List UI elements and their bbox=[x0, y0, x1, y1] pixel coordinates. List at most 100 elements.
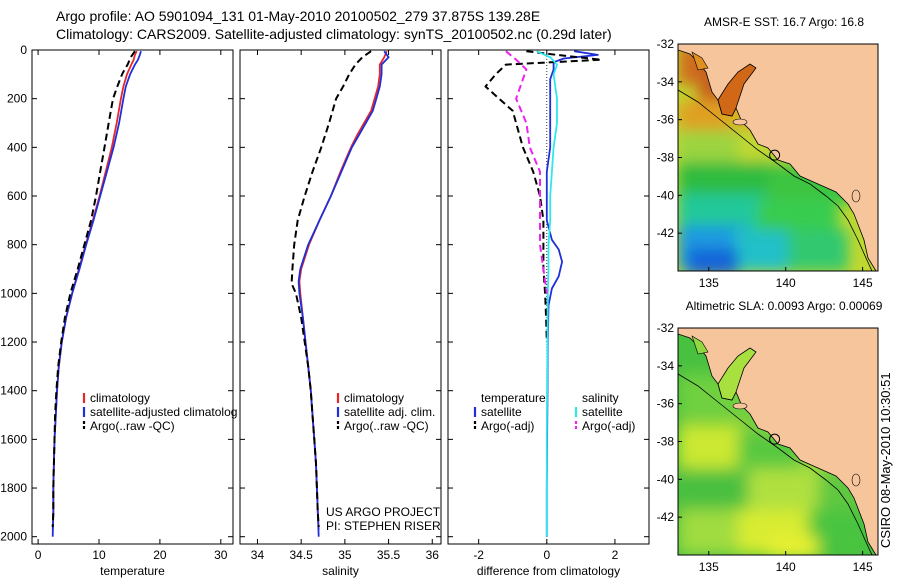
x-tick-label: 35.5 bbox=[377, 548, 401, 562]
map-gulf-small bbox=[691, 51, 709, 71]
map-ocean-patch bbox=[748, 468, 818, 510]
x-tick-label: 34 bbox=[251, 548, 265, 562]
y-tick-label: -32 bbox=[657, 37, 675, 51]
y-tick-label: 2000 bbox=[0, 530, 27, 544]
legend-label: Argo(-adj) bbox=[582, 419, 635, 433]
y-tick-label: -36 bbox=[657, 397, 675, 411]
x-tick-label: 36 bbox=[426, 548, 440, 562]
legend-label: Argo(..raw -QC) bbox=[90, 419, 175, 433]
y-tick-label: -38 bbox=[657, 151, 675, 165]
y-tick-label: -40 bbox=[657, 472, 675, 486]
x-tick-label: 10 bbox=[92, 548, 106, 562]
x-tick-label: 35 bbox=[338, 548, 352, 562]
y-tick-label: 1400 bbox=[0, 384, 27, 398]
panel-sst-map: 135 140 145 -32 -34 -36 -38 -40 -42 AMSR-E SST: 1… bbox=[657, 15, 879, 290]
y-tick-label: -38 bbox=[657, 435, 675, 449]
y-tick-label: 600 bbox=[7, 189, 27, 203]
map-gulf-small bbox=[691, 335, 709, 355]
x-tick-label: 140 bbox=[776, 560, 796, 574]
legend-header-temperature: temperature bbox=[481, 391, 546, 405]
x-tick-label: 2 bbox=[612, 548, 619, 562]
map-island bbox=[732, 402, 748, 410]
annotation-pi: PI: STEPHEN RISER bbox=[326, 519, 441, 533]
map-shelf-contour bbox=[678, 89, 873, 271]
y-tick-label: 1600 bbox=[0, 432, 27, 446]
legend-label: Argo(..raw -QC) bbox=[344, 419, 429, 433]
panel-sla-map: 135 140 145 -32 -34 -36 -38 -40 -42 Altimetric SL… bbox=[657, 299, 883, 574]
profile-marker bbox=[769, 433, 781, 445]
series-line-cyan bbox=[536, 50, 558, 537]
series-line-black bbox=[484, 50, 603, 343]
map-ocean-patch bbox=[678, 509, 748, 555]
y-tick-label: -34 bbox=[657, 359, 675, 373]
x-tick-label: 34.5 bbox=[289, 548, 313, 562]
map-field bbox=[678, 44, 878, 271]
panel-difference: -2 0 2 difference from climatology temperatu… bbox=[447, 49, 650, 578]
map-island bbox=[851, 473, 861, 487]
x-tick-label: 20 bbox=[153, 548, 167, 562]
map-gulf bbox=[717, 63, 757, 117]
y-tick-label: 1200 bbox=[0, 335, 27, 349]
legend-label: climatology bbox=[90, 391, 150, 405]
map-ocean-patch bbox=[678, 468, 758, 510]
series-line-black bbox=[51, 50, 136, 528]
x-axis-label: difference from climatology bbox=[477, 564, 620, 578]
x-tick-label: 140 bbox=[776, 276, 796, 290]
map-ocean-patch bbox=[768, 536, 818, 555]
legend-label: satellite adj. clim. bbox=[344, 405, 435, 419]
x-tick-label: 135 bbox=[699, 560, 719, 574]
x-tick-label: 145 bbox=[853, 276, 873, 290]
profile-marker bbox=[769, 149, 781, 161]
map-title: Altimetric SLA: 0.0093 Argo: 0.00069 bbox=[686, 299, 883, 313]
x-tick-label: 0 bbox=[543, 548, 550, 562]
x-tick-label: 0 bbox=[35, 548, 42, 562]
legend-label: satellite-adjusted climatolog bbox=[90, 405, 237, 419]
plot-frame bbox=[239, 49, 442, 545]
annotation-project: US ARGO PROJECT bbox=[326, 505, 441, 519]
map-ocean-patch bbox=[678, 130, 748, 163]
y-tick-label: 400 bbox=[7, 140, 27, 154]
legend-label: Argo(-adj) bbox=[481, 419, 534, 433]
plot-frame bbox=[31, 49, 234, 545]
figure-title-line1: Argo profile: AO 5901094_131 01-May-2010… bbox=[56, 8, 541, 24]
legend-label: climatology bbox=[344, 391, 404, 405]
map-ocean-patch bbox=[788, 230, 848, 271]
y-tick-label: 1800 bbox=[0, 481, 27, 495]
x-tick-label: 135 bbox=[699, 276, 719, 290]
y-tick-label: 1000 bbox=[0, 286, 27, 300]
series-line-black bbox=[290, 50, 372, 528]
map-shelf-contour bbox=[678, 373, 873, 555]
map-ocean-patch bbox=[678, 162, 778, 199]
y-tick-label: 200 bbox=[7, 92, 27, 106]
legend-label: satellite bbox=[582, 405, 623, 419]
figure-title-line2: Climatology: CARS2009. Satellite-adjuste… bbox=[56, 26, 612, 42]
x-tick-label: 145 bbox=[853, 560, 873, 574]
map-ocean-patch bbox=[758, 198, 838, 233]
x-axis-label: salinity bbox=[322, 564, 359, 578]
map-gulf bbox=[717, 347, 757, 401]
panel-temperature: 0 10 20 30 0 200 400 600 800 1000 1200 1400 1600 1800… bbox=[0, 43, 237, 578]
map-ocean-patch bbox=[678, 423, 748, 469]
x-tick-label: 30 bbox=[214, 548, 228, 562]
map-field bbox=[678, 328, 878, 555]
y-tick-label: -36 bbox=[657, 113, 675, 127]
series-line-magenta bbox=[505, 50, 548, 294]
panel-salinity: 34 34.5 35 35.5 36 salinity climatologysatelli… bbox=[239, 49, 442, 578]
y-tick-label: -34 bbox=[657, 75, 675, 89]
map-title: AMSR-E SST: 16.7 Argo: 16.8 bbox=[704, 15, 864, 29]
y-tick-label: -42 bbox=[657, 510, 675, 524]
map-ocean-patch bbox=[688, 248, 738, 271]
map-ocean-patch bbox=[678, 193, 768, 231]
y-tick-label: 0 bbox=[20, 43, 27, 57]
map-island bbox=[732, 118, 748, 126]
x-axis-label: temperature bbox=[100, 564, 165, 578]
y-tick-label: -40 bbox=[657, 188, 675, 202]
x-tick-label: -2 bbox=[473, 548, 484, 562]
y-tick-label: 800 bbox=[7, 238, 27, 252]
legend-label: satellite bbox=[481, 405, 522, 419]
y-tick-label: -32 bbox=[657, 321, 675, 335]
legend-header-salinity: salinity bbox=[582, 391, 619, 405]
y-tick-label: -42 bbox=[657, 226, 675, 240]
map-island bbox=[851, 189, 861, 203]
